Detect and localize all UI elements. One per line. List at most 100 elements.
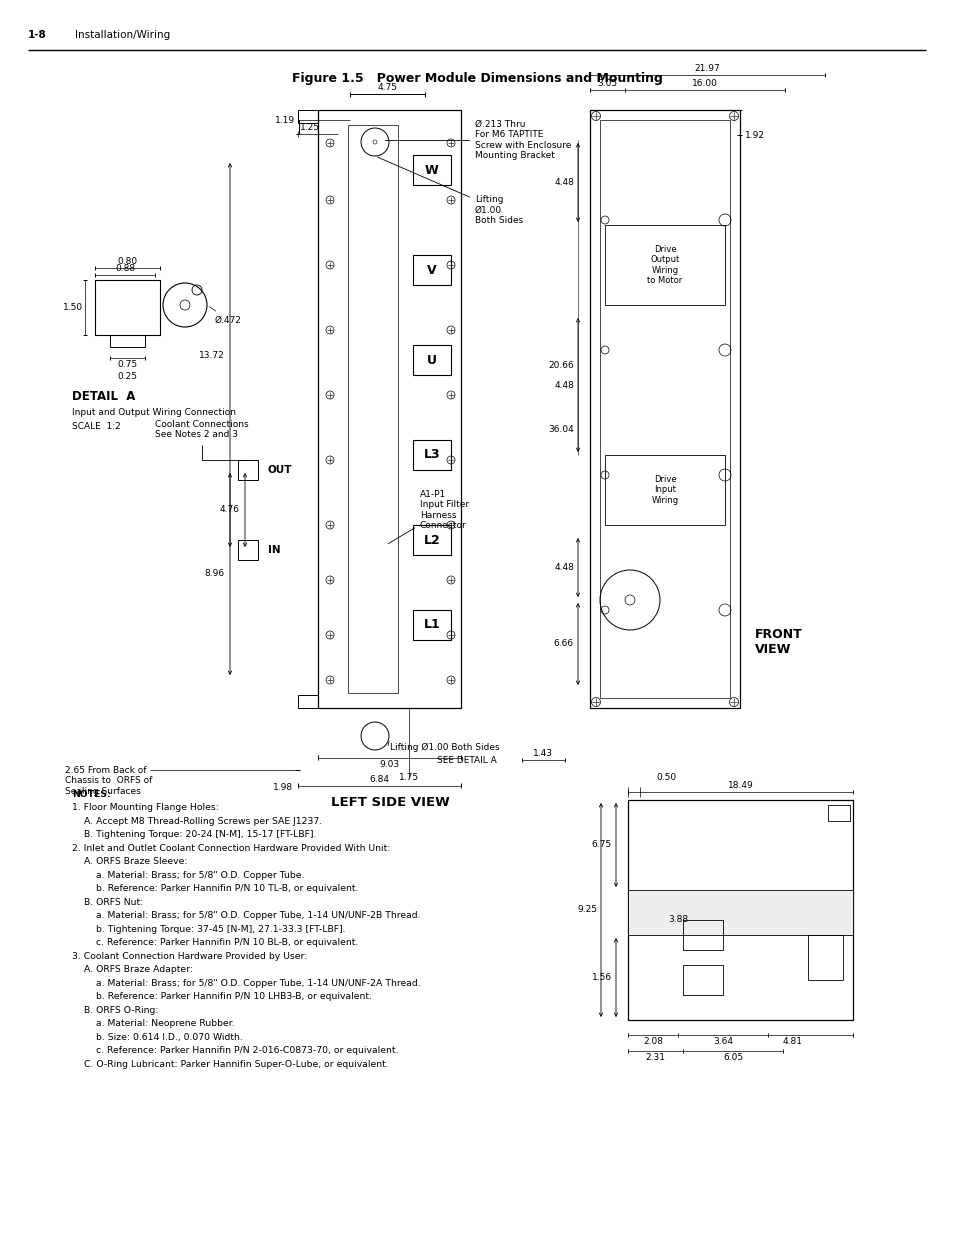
Text: Input and Output Wiring Connection: Input and Output Wiring Connection [71,408,235,417]
Text: 18.49: 18.49 [727,781,753,790]
Text: a. Material: Brass; for 5/8" O.D. Copper Tube, 1-14 UN/UNF-2B Thread.: a. Material: Brass; for 5/8" O.D. Copper… [71,911,420,920]
Text: Drive
Input
Wiring: Drive Input Wiring [651,475,678,505]
Text: Lifting
Ø1.00
Both Sides: Lifting Ø1.00 Both Sides [377,157,522,225]
Text: 3.64: 3.64 [712,1037,732,1046]
Text: 6.66: 6.66 [554,640,574,648]
Text: 2.65 From Back of
Chassis to  ORFS of
Sealing Surfaces: 2.65 From Back of Chassis to ORFS of Sea… [65,766,152,795]
Text: 4.48: 4.48 [554,178,574,186]
Text: 1.56: 1.56 [591,973,612,982]
Text: 1.98: 1.98 [273,783,293,793]
Text: 20.66: 20.66 [548,361,574,369]
Text: 2. Inlet and Outlet Coolant Connection Hardware Provided With Unit:: 2. Inlet and Outlet Coolant Connection H… [71,844,390,853]
Text: Coolant Connections
See Notes 2 and 3: Coolant Connections See Notes 2 and 3 [154,420,250,459]
Text: 21.97: 21.97 [694,64,720,73]
Text: U: U [427,353,436,367]
Text: b. Tightening Torque: 37-45 [N-M], 27.1-33.3 [FT-LBF].: b. Tightening Torque: 37-45 [N-M], 27.1-… [71,925,345,934]
Text: 4.81: 4.81 [782,1037,802,1046]
Bar [413,345,451,375]
Bar [589,110,740,708]
Text: 2.31: 2.31 [644,1053,664,1062]
Text: 1.25: 1.25 [299,124,319,132]
Text: SCALE  1:2: SCALE 1:2 [71,422,121,431]
Text: a. Material: Brass; for 5/8" O.D. Copper Tube, 1-14 UN/UNF-2A Thread.: a. Material: Brass; for 5/8" O.D. Copper… [71,979,420,988]
Text: L3: L3 [423,448,440,462]
Text: Ø.472: Ø.472 [209,306,242,325]
Text: c. Reference: Parker Hannifin P/N 10 BL-B, or equivalent.: c. Reference: Parker Hannifin P/N 10 BL-… [71,939,358,947]
Text: c. Reference: Parker Hannifin P/N 2-016-C0873-70, or equivalent.: c. Reference: Parker Hannifin P/N 2-016-… [71,1046,398,1056]
Text: 4.76: 4.76 [220,505,240,515]
Text: a. Material: Neoprene Rubber.: a. Material: Neoprene Rubber. [71,1020,234,1029]
Text: IN: IN [268,545,280,555]
Text: A. ORFS Braze Adapter:: A. ORFS Braze Adapter: [71,966,193,974]
Text: FRONT
VIEW: FRONT VIEW [754,629,801,656]
Text: 4.75: 4.75 [377,83,397,91]
Text: 8.96: 8.96 [205,569,225,578]
Bar [317,110,460,708]
Bar [237,459,257,480]
Bar [413,440,451,471]
Text: 1.50: 1.50 [63,303,83,311]
Text: 0.75: 0.75 [117,359,137,369]
Bar [682,965,722,995]
Text: V: V [427,263,436,277]
Text: W: W [425,163,438,177]
Text: A. Accept M8 Thread-Rolling Screws per SAE J1237.: A. Accept M8 Thread-Rolling Screws per S… [71,818,322,826]
Text: a. Material: Brass; for 5/8" O.D. Copper Tube.: a. Material: Brass; for 5/8" O.D. Copper… [71,871,304,881]
Text: 0.80: 0.80 [117,257,137,266]
Text: A1-P1
Input Filter
Harness
Connector: A1-P1 Input Filter Harness Connector [388,490,469,543]
Text: A. ORFS Braze Sleeve:: A. ORFS Braze Sleeve: [71,857,188,867]
Text: 3.05: 3.05 [597,79,617,88]
Bar [348,125,397,693]
Text: B. ORFS Nut:: B. ORFS Nut: [71,898,143,906]
Text: C. O-Ring Lubricant: Parker Hannifin Super-O-Lube, or equivalent.: C. O-Ring Lubricant: Parker Hannifin Sup… [71,1060,388,1070]
Text: Ø.213 Thru
For M6 TAPTITE
Screw with Enclosure
Mounting Bracket: Ø.213 Thru For M6 TAPTITE Screw with Enc… [385,120,571,161]
Bar [95,280,160,335]
Text: 1.19: 1.19 [274,116,294,125]
Text: 1-8: 1-8 [28,30,47,40]
Text: 4.48: 4.48 [554,563,574,572]
Text: b. Reference: Parker Hannifin P/N 10 LHB3-B, or equivalent.: b. Reference: Parker Hannifin P/N 10 LHB… [71,993,372,1002]
Text: Drive
Output
Wiring
to Motor: Drive Output Wiring to Motor [647,245,682,285]
Text: 9.25: 9.25 [577,905,597,914]
Text: L2: L2 [423,534,440,547]
Text: 0.88: 0.88 [114,264,135,273]
Text: SEE DETAIL A: SEE DETAIL A [436,756,497,764]
Text: B. ORFS O-Ring:: B. ORFS O-Ring: [71,1007,158,1015]
Text: 0.50: 0.50 [656,773,676,782]
Bar [237,540,257,559]
Text: NOTES:: NOTES: [71,790,111,799]
Bar [413,156,451,185]
Text: 13.72: 13.72 [199,351,225,359]
Text: B. Tightening Torque: 20-24 [N-M], 15-17 [FT-LBF].: B. Tightening Torque: 20-24 [N-M], 15-17… [71,830,316,840]
Text: Lifting Ø1.00 Both Sides: Lifting Ø1.00 Both Sides [390,743,499,752]
Text: 2.08: 2.08 [642,1037,662,1046]
Text: 1. Floor Mounting Flange Holes:: 1. Floor Mounting Flange Holes: [71,804,218,813]
Text: 1.75: 1.75 [399,773,419,782]
Text: LEFT SIDE VIEW: LEFT SIDE VIEW [331,797,449,809]
Bar [604,225,724,305]
Bar [827,805,849,821]
Text: 6.75: 6.75 [591,841,612,850]
Text: 3. Coolant Connection Hardware Provided by User:: 3. Coolant Connection Hardware Provided … [71,952,307,961]
Text: 6.84: 6.84 [369,776,389,784]
Text: b. Reference: Parker Hannifin P/N 10 TL-B, or equivalent.: b. Reference: Parker Hannifin P/N 10 TL-… [71,884,358,893]
Text: L1: L1 [423,619,440,631]
Text: Installation/Wiring: Installation/Wiring [75,30,170,40]
Text: 6.05: 6.05 [722,1053,742,1062]
Text: b. Size: 0.614 I.D., 0.070 Width.: b. Size: 0.614 I.D., 0.070 Width. [71,1032,242,1042]
Bar [627,890,852,935]
Bar [604,454,724,525]
Text: 0.25: 0.25 [117,372,137,382]
Bar [627,800,852,1020]
Bar [682,920,722,950]
Text: 16.00: 16.00 [691,79,718,88]
Text: 1.92: 1.92 [744,131,764,140]
Text: OUT: OUT [268,466,293,475]
Bar [413,610,451,640]
Bar [110,335,145,347]
Text: 4.48: 4.48 [554,380,574,389]
Text: DETAIL  A: DETAIL A [71,390,135,403]
Bar [599,120,729,698]
Bar [413,254,451,285]
Text: Figure 1.5   Power Module Dimensions and Mounting: Figure 1.5 Power Module Dimensions and M… [292,72,661,85]
